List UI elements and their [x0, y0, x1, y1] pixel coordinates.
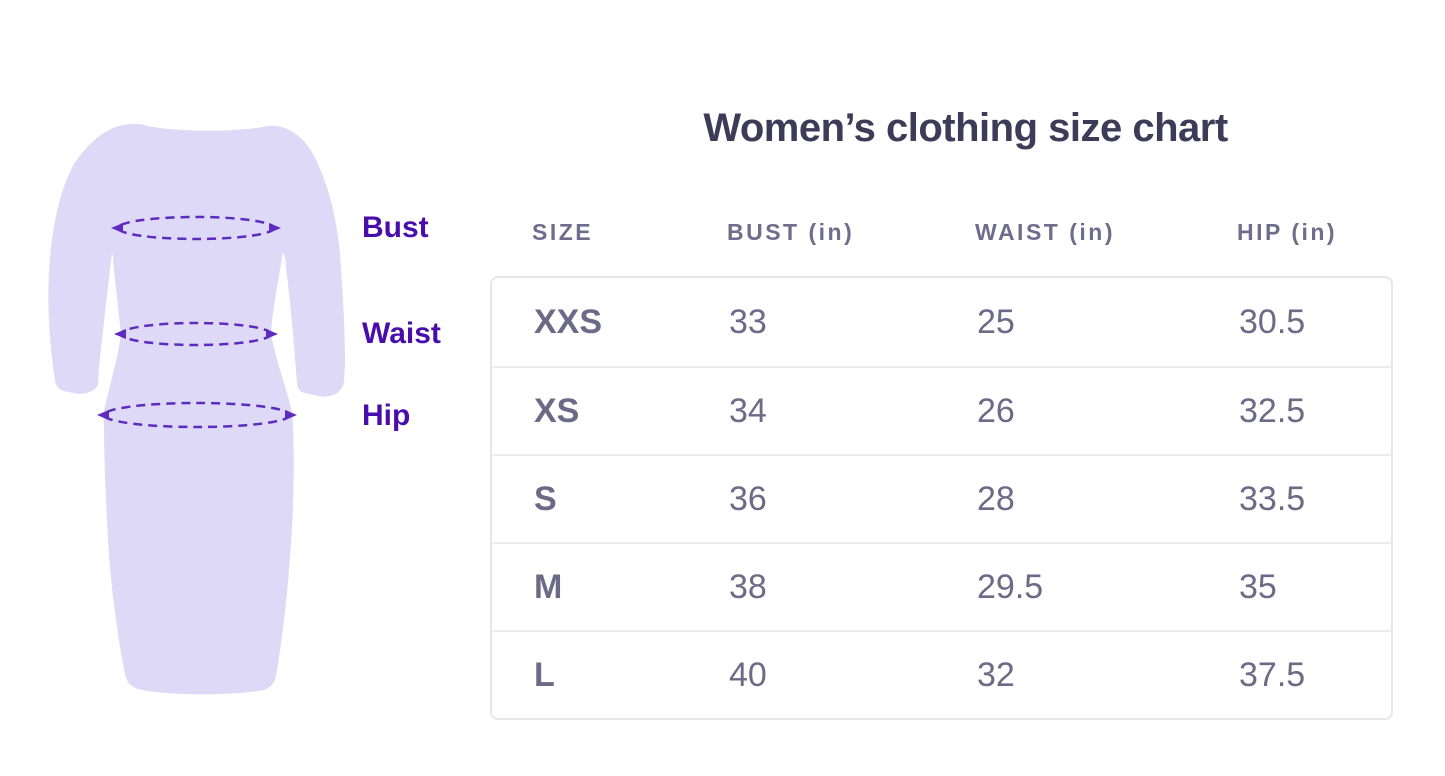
waist-cell: 26: [977, 391, 1015, 430]
table-row: XS 34 26 32.5: [492, 366, 1391, 454]
table-row: M 38 29.5 35: [492, 542, 1391, 630]
table-row: XXS 33 25 30.5: [492, 278, 1391, 366]
bust-cell: 34: [729, 391, 767, 430]
size-cell: S: [534, 479, 557, 518]
dress-silhouette: [48, 124, 346, 695]
column-header-waist: WAIST (in): [975, 218, 1115, 245]
hip-cell: 33.5: [1239, 479, 1306, 518]
hip-label: Hip: [362, 399, 411, 432]
column-header-hip: HIP (in): [1237, 218, 1338, 245]
waist-arrow-left-icon: [114, 329, 126, 339]
bust-cell: 38: [729, 567, 767, 606]
dress-illustration: [0, 0, 460, 771]
waist-arrow-right-icon: [266, 329, 278, 339]
hip-cell: 32.5: [1239, 391, 1306, 430]
waist-cell: 29.5: [977, 567, 1044, 606]
bust-cell: 36: [729, 479, 767, 518]
bust-cell: 33: [729, 302, 767, 341]
bust-arrow-left-icon: [111, 223, 123, 233]
waist-cell: 28: [977, 479, 1015, 518]
bust-cell: 40: [729, 655, 767, 694]
size-cell: L: [534, 655, 555, 694]
size-cell: M: [534, 567, 563, 606]
size-cell: XS: [534, 391, 580, 430]
bust-arrow-right-icon: [269, 223, 281, 233]
hip-arrow-left-icon: [97, 410, 109, 420]
hip-cell: 30.5: [1239, 302, 1306, 341]
waist-cell: 25: [977, 302, 1015, 341]
table-header-row: SIZE BUST (in) WAIST (in) HIP (in): [490, 212, 1393, 252]
waist-cell: 32: [977, 655, 1015, 694]
hip-cell: 37.5: [1239, 655, 1306, 694]
page-title: Women’s clothing size chart: [703, 106, 1228, 150]
table-row: S 36 28 33.5: [492, 454, 1391, 542]
table-row: L 40 32 37.5: [492, 630, 1391, 718]
column-header-size: SIZE: [532, 218, 594, 245]
size-table: XXS 33 25 30.5 XS 34 26 32.5 S 36 28 33.…: [490, 276, 1393, 720]
size-cell: XXS: [534, 302, 603, 341]
waist-label: Waist: [362, 317, 441, 350]
column-header-bust: BUST (in): [727, 218, 855, 245]
hip-arrow-right-icon: [285, 410, 297, 420]
hip-cell: 35: [1239, 567, 1277, 606]
dress-figure-svg: [48, 124, 346, 695]
bust-label: Bust: [362, 211, 429, 244]
